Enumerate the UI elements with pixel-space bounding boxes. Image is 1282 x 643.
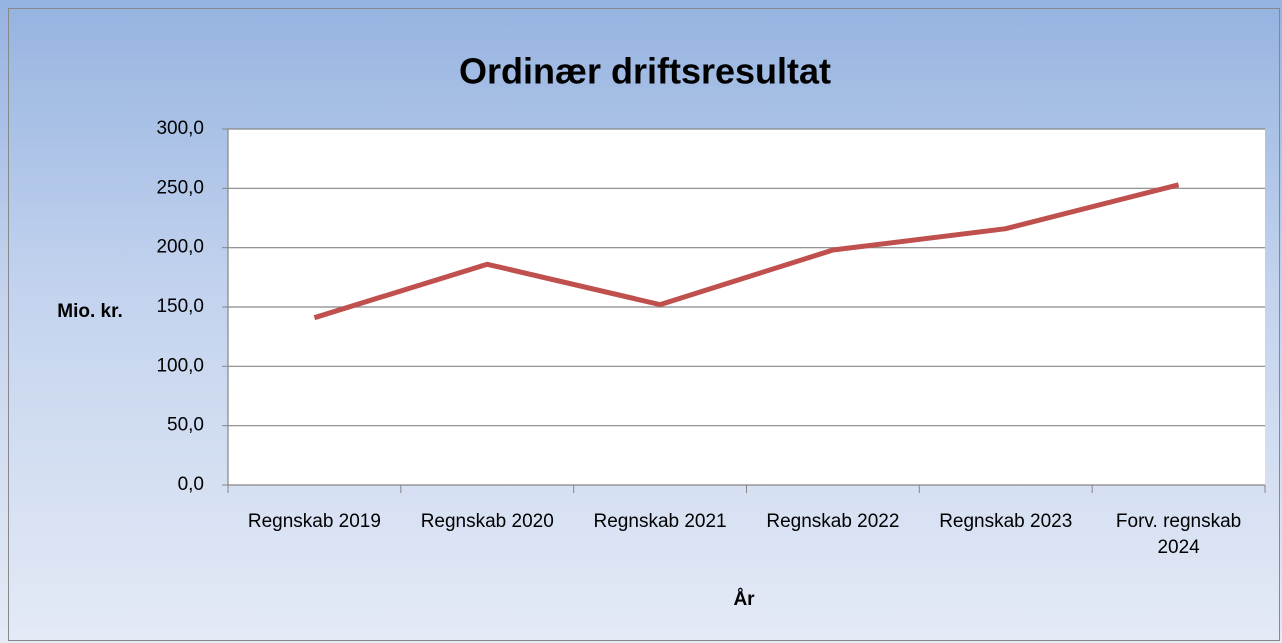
y-tick-label: 250,0 [156, 177, 204, 198]
y-tick-label: 300,0 [156, 118, 204, 139]
chart-title: Ordinær driftsresultat [459, 51, 831, 92]
x-tick-label: Regnskab 2022 [766, 511, 900, 532]
x-tick-label: Forv. regnskab 2024 [1115, 511, 1242, 558]
y-tick-label: 200,0 [156, 237, 204, 258]
chart-border [8, 8, 1280, 641]
y-axis-label: Mio. kr. [57, 301, 122, 322]
line-series [313, 182, 1180, 321]
y-tick-label: 50,0 [167, 415, 204, 436]
x-tick-label: Regnskab 2021 [593, 511, 727, 532]
y-tick-label: 150,0 [156, 296, 204, 317]
y-tick-label: 0,0 [178, 474, 204, 495]
x-tick-label: Regnskab 2019 [247, 511, 381, 532]
y-tick-label: 100,0 [156, 355, 204, 376]
x-tick-label: Regnskab 2020 [420, 511, 554, 532]
x-axis-label: År [733, 589, 755, 610]
x-tick-label: Regnskab 2023 [939, 511, 1073, 532]
